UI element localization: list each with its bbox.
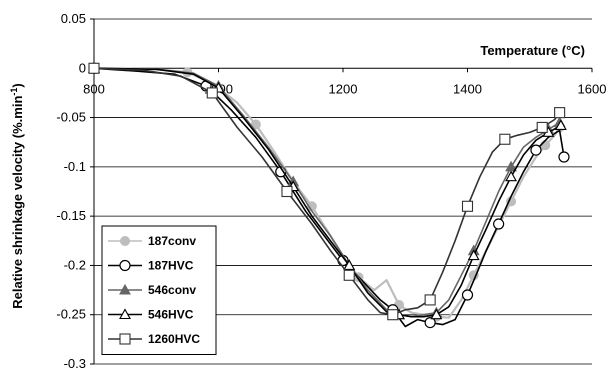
- data-point-1260hvc: [461, 200, 474, 212]
- data-point-1260hvc: [281, 185, 293, 198]
- data-point-187hvc: [530, 144, 542, 156]
- data-point-187hvc: [558, 151, 570, 163]
- data-point-1260hvc: [554, 107, 566, 119]
- data-point-187conv: [540, 140, 551, 151]
- legend-label-187hvc: 187HVC: [148, 259, 194, 273]
- legend-label-546conv: 546conv: [148, 283, 196, 297]
- y-tick-label: -0.1: [64, 159, 86, 174]
- data-point-546hvc: [505, 170, 518, 182]
- legend-marker-546conv: [119, 283, 131, 295]
- y-tick-label: 0.05: [61, 11, 86, 26]
- y-tick-label: -0.15: [56, 208, 86, 223]
- y-axis-title-main: Relative shrinkage velocity (%.min: [10, 96, 25, 309]
- x-axis-title: Temperature (°C): [480, 43, 585, 58]
- data-point-1260hvc: [536, 121, 548, 133]
- data-point-1260hvc: [499, 133, 511, 145]
- data-point-187hvc: [461, 289, 474, 301]
- x-tick-label: 1600: [578, 81, 607, 96]
- data-point-1260hvc: [88, 62, 100, 74]
- y-tick-label: -0.3: [64, 356, 86, 371]
- legend-marker-187hvc: [119, 259, 131, 272]
- data-point-1260hvc: [387, 309, 399, 321]
- series-line-187hvc: [93, 67, 565, 328]
- legend-marker-546hvc: [119, 308, 131, 320]
- legend-marker-187conv: [120, 236, 130, 246]
- data-point-187hvc: [493, 218, 505, 230]
- legend-box: [101, 225, 217, 355]
- data-point-546hvc: [554, 119, 567, 131]
- data-point-546hvc: [343, 259, 356, 270]
- y-axis-title: Relative shrinkage velocity (%.min-1): [9, 83, 25, 309]
- data-point-1260hvc: [206, 87, 218, 99]
- series-group: [88, 62, 570, 329]
- legend: 187conv 187HVC 546conv 546HVC 1260HVC: [101, 225, 217, 355]
- y-tick-label: -0.2: [64, 257, 86, 272]
- data-point-546hvc: [467, 249, 480, 261]
- y-tick-label: -0.05: [56, 110, 86, 125]
- data-point-546hvc: [430, 308, 443, 320]
- legend-label-187conv: 187conv: [148, 234, 196, 248]
- data-point-1260hvc: [343, 269, 355, 281]
- y-axis-title-superscript: -1: [9, 88, 19, 96]
- data-point-187hvc: [424, 317, 436, 329]
- x-tick-label: 1200: [329, 81, 358, 96]
- legend-label-1260hvc: 1260HVC: [148, 332, 200, 346]
- y-tick-label: 0: [79, 60, 86, 75]
- y-tick-label: -0.25: [56, 307, 86, 322]
- y-axis-title-close: ): [10, 83, 25, 87]
- x-tick-label: 1400: [453, 81, 482, 96]
- y-axis: 0.05 0 -0.05 -0.1 -0.15 -0.2 -0.25 -0.3: [56, 11, 95, 371]
- series-line-1260hvc: [93, 67, 561, 316]
- data-point-1260hvc: [424, 294, 436, 306]
- legend-marker-1260hvc: [119, 333, 131, 345]
- x-tick-label: 800: [83, 81, 105, 96]
- legend-label-546hvc: 546HVC: [148, 308, 194, 322]
